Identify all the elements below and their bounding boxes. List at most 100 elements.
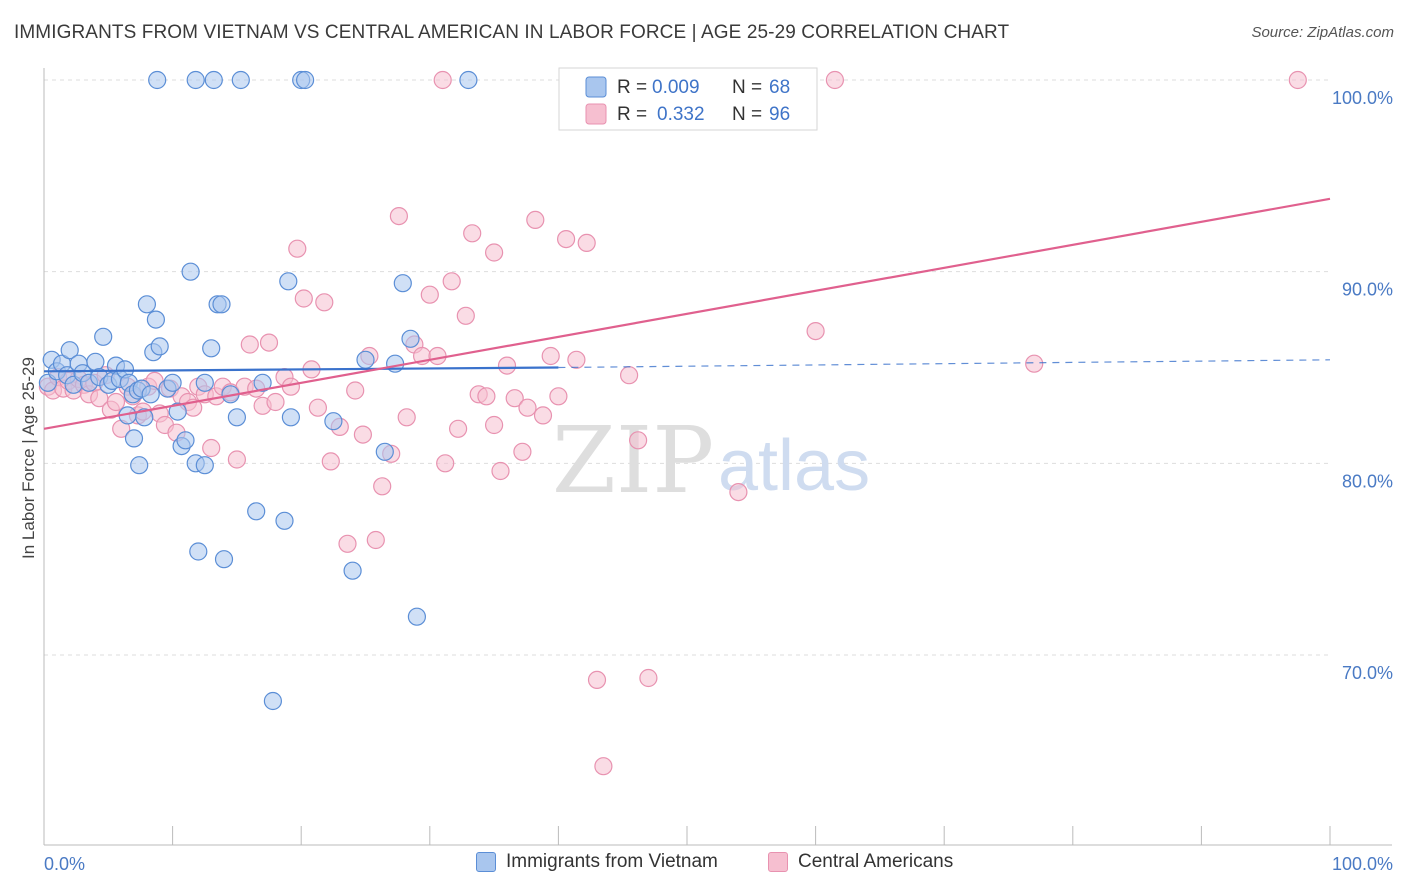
central-americans-point-51 [346, 381, 365, 400]
central-americans-point-88 [729, 483, 748, 502]
trend-line-vietnam [43, 366, 559, 373]
legend-bottom-swatch-central-americans [768, 852, 788, 872]
central-americans-point-65 [449, 419, 468, 438]
central-americans-point-89 [806, 322, 825, 341]
vietnam-point-54 [343, 561, 362, 580]
vietnam-point-10 [86, 352, 105, 371]
central-americans-point-82 [577, 233, 596, 252]
legend-r-label-1: R = [617, 77, 647, 98]
central-americans-point-74 [513, 442, 532, 461]
vietnam-point-60 [407, 607, 426, 626]
central-americans-point-83 [587, 670, 607, 690]
vietnam-point-55 [356, 350, 375, 369]
central-americans-point-67 [463, 224, 482, 243]
vietnam-point-22 [124, 429, 144, 448]
watermark: ZIP atlas [552, 407, 870, 514]
vietnam-point-65 [231, 70, 250, 90]
source-note: Source: ZipAtlas.com [1251, 24, 1394, 41]
legend-r-value-1: 0.009 [652, 77, 700, 98]
vietnam-point-43 [214, 550, 234, 569]
central-americans-point-69 [477, 387, 496, 406]
vietnam-point-67 [195, 373, 214, 392]
vietnam-point-12 [94, 327, 113, 346]
central-americans-point-76 [526, 210, 545, 229]
legend-n-label-2: N = [732, 104, 762, 125]
central-americans-point-43 [288, 239, 307, 258]
vietnam-point-36 [181, 262, 200, 281]
central-americans-point-63 [436, 454, 455, 473]
central-americans-point-62 [428, 346, 447, 366]
vietnam-point-26 [137, 295, 156, 314]
y-axis-tick-labels: 70.0% 80.0% 90.0% 100.0% [1332, 88, 1393, 683]
central-americans-point-92 [1288, 70, 1307, 90]
legend-item-central-americans: Central Americans [768, 851, 953, 873]
vietnam-point-24 [135, 408, 154, 427]
vietnam-point-5 [60, 341, 79, 360]
vietnam-point-52 [296, 70, 315, 90]
x-tick-label-min: 0.0% [44, 854, 85, 874]
trend-line-vietnam-extension [558, 359, 1331, 369]
central-americans-point-91 [1025, 354, 1044, 373]
vietnam-point-61 [459, 70, 478, 90]
legend-bottom: Immigrants from Vietnam Central American… [0, 851, 1406, 879]
central-americans-point-55 [373, 477, 392, 496]
central-americans-point-47 [315, 293, 334, 312]
vietnam-point-63 [186, 70, 205, 90]
vietnam-point-62 [148, 70, 167, 90]
vietnam-point-35 [176, 431, 195, 450]
vietnam-point-30 [150, 337, 169, 356]
legend-swatch-vietnam [585, 76, 607, 98]
y-tick-label-80: 80.0% [1342, 471, 1393, 491]
vietnam-point-53 [324, 412, 343, 431]
vietnam-point-33 [168, 402, 187, 421]
central-americans-point-84 [594, 757, 613, 776]
central-americans-point-66 [456, 306, 475, 325]
x-axis-ticks [43, 826, 1331, 845]
legend-n-value-2: 96 [769, 104, 790, 125]
vietnam-point-40 [202, 339, 221, 358]
vietnam-point-23 [130, 456, 149, 475]
legend-n-value-1: 68 [769, 77, 790, 98]
central-americans-point-86 [628, 431, 648, 450]
vietnam-point-58 [393, 274, 412, 293]
legend-item-vietnam: Immigrants from Vietnam [476, 851, 718, 873]
central-americans-point-71 [491, 461, 510, 481]
central-americans-point-34 [227, 450, 246, 469]
central-americans-point-30 [202, 438, 221, 458]
central-americans-point-77 [533, 406, 553, 425]
vietnam-point-27 [141, 385, 160, 404]
central-americans-point-58 [397, 408, 416, 427]
y-tick-label-70: 70.0% [1342, 663, 1393, 683]
series-vietnam-points [38, 70, 478, 711]
central-americans-point-50 [338, 534, 357, 553]
vietnam-point-49 [281, 408, 300, 427]
central-americans-point-87 [639, 668, 658, 688]
x-tick-label-max: 100.0% [1332, 854, 1393, 874]
central-americans-point-70 [485, 415, 504, 435]
central-americans-point-80 [556, 230, 576, 249]
vietnam-point-32 [163, 373, 182, 392]
legend-n-label-1: N = [732, 77, 762, 98]
watermark-zip: ZIP [552, 407, 714, 514]
vietnam-point-56 [375, 442, 394, 461]
central-americans-point-85 [619, 366, 639, 385]
axes [43, 68, 1392, 846]
legend-r-value-2: 0.332 [657, 104, 705, 125]
chart-title: IMMIGRANTS FROM VIETNAM VS CENTRAL AMERI… [14, 22, 1010, 43]
central-americans-point-78 [541, 346, 560, 366]
central-americans-point-61 [420, 285, 439, 304]
vietnam-point-50 [279, 272, 298, 291]
vietnam-point-42 [212, 295, 231, 314]
vietnam-point-38 [195, 456, 214, 475]
vietnam-point-45 [227, 408, 246, 427]
central-americans-point-81 [567, 350, 586, 369]
central-americans-point-90 [825, 70, 845, 90]
central-americans-point-73 [505, 389, 524, 408]
central-americans-point-36 [240, 335, 259, 354]
central-americans-point-13 [106, 392, 126, 412]
central-americans-point-52 [353, 425, 372, 444]
y-axis-label: In Labor Force | Age 25-29 [19, 357, 38, 559]
vietnam-point-59 [401, 329, 420, 348]
legend-bottom-swatch-vietnam [476, 852, 496, 872]
